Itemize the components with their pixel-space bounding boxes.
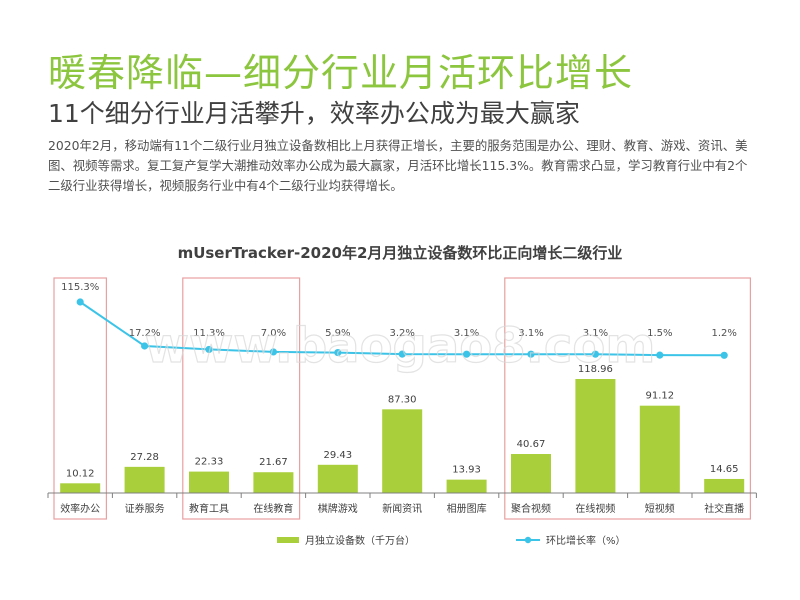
bar-value-label-7: 40.67 <box>517 439 546 450</box>
growth-rate-point-3 <box>269 348 277 356</box>
growth-rate-label-6: 3.1% <box>454 328 479 339</box>
growth-rate-label-0: 115.3% <box>61 282 99 293</box>
bar-value-label-4: 29.43 <box>323 450 352 461</box>
bar-4 <box>317 464 358 493</box>
growth-rate-label-2: 11.3% <box>193 328 225 339</box>
x-tick-label-5: 新闻资讯 <box>382 502 422 515</box>
legend-line-marker <box>524 536 532 544</box>
x-tick-label-2: 教育工具 <box>189 502 229 515</box>
bar-value-label-5: 87.30 <box>388 394 417 405</box>
highlight-box-0 <box>53 277 108 520</box>
bar-6 <box>446 479 487 493</box>
x-tick-label-10: 社交直播 <box>704 502 744 515</box>
bar-value-label-6: 13.93 <box>452 465 481 476</box>
growth-rate-point-5 <box>398 350 406 358</box>
bar-value-label-1: 27.28 <box>130 452 159 463</box>
chart-title: mUserTracker-2020年2月月独立设备数环比正向增长二级行业 <box>178 244 623 262</box>
bar-1 <box>124 466 165 493</box>
bar-7 <box>511 454 551 493</box>
growth-rate-label-9: 1.5% <box>647 328 672 339</box>
page-subtitle: 11个细分行业月活攀升，效率办公成为最大赢家 <box>48 99 580 128</box>
bar-5 <box>382 409 423 493</box>
legend-bar-swatch <box>277 537 299 543</box>
x-tick-label-8: 在线视频 <box>575 502 615 515</box>
growth-rate-point-2 <box>205 345 213 354</box>
growth-rate-point-6 <box>463 350 471 358</box>
watermark: www.baogao8.com <box>145 318 656 374</box>
growth-rate-label-1: 17.2% <box>129 328 161 339</box>
x-tick-label-1: 证券服务 <box>125 502 165 515</box>
growth-rate-point-7 <box>527 350 535 358</box>
bar-0 <box>60 483 101 493</box>
legend-line-label: 环比增长率（%） <box>546 534 626 547</box>
summary-paragraph: 2020年2月，移动端有11个二级行业月独立设备数相比上月获得正增长，主要的服务… <box>48 138 748 193</box>
growth-rate-point-4 <box>334 348 342 357</box>
bar-value-label-9: 91.12 <box>645 391 674 402</box>
bar-value-label-8: 118.96 <box>578 364 613 375</box>
bar-value-label-2: 22.33 <box>195 457 224 468</box>
growth-rate-point-9 <box>656 351 664 359</box>
bar-8 <box>575 379 616 493</box>
bar-9 <box>639 405 680 493</box>
growth-rate-label-4: 5.9% <box>325 328 350 339</box>
growth-rate-label-5: 3.2% <box>389 328 414 339</box>
bar-value-label-3: 21.67 <box>259 457 288 468</box>
bar-3 <box>253 472 294 493</box>
bar-value-label-10: 14.65 <box>710 464 739 475</box>
highlight-box-2 <box>504 277 751 520</box>
x-tick-label-7: 聚合视频 <box>511 502 551 515</box>
growth-rate-label-10: 1.2% <box>711 328 736 339</box>
bar-2 <box>189 471 229 493</box>
legend-bar-label: 月独立设备数（千万台） <box>305 534 415 547</box>
x-tick-label-6: 相册图库 <box>447 502 487 515</box>
page-title: 暖春降临—细分行业月活环比增长 <box>48 51 634 95</box>
growth-rate-label-8: 3.1% <box>583 328 608 339</box>
growth-rate-point-8 <box>591 350 600 358</box>
growth-rate-label-3: 7.0% <box>261 328 286 339</box>
growth-rate-point-0 <box>76 298 84 306</box>
growth-rate-label-7: 3.1% <box>518 328 543 339</box>
bar-value-label-0: 10.12 <box>66 468 95 479</box>
growth-rate-point-10 <box>720 351 728 359</box>
growth-rate-point-1 <box>141 342 149 350</box>
bar-10 <box>704 478 745 493</box>
x-tick-label-0: 效率办公 <box>60 502 100 515</box>
x-tick-label-4: 棋牌游戏 <box>318 502 358 515</box>
x-tick-label-9: 短视频 <box>645 502 675 515</box>
x-tick-label-3: 在线教育 <box>253 502 293 515</box>
highlight-box-1 <box>182 277 301 520</box>
